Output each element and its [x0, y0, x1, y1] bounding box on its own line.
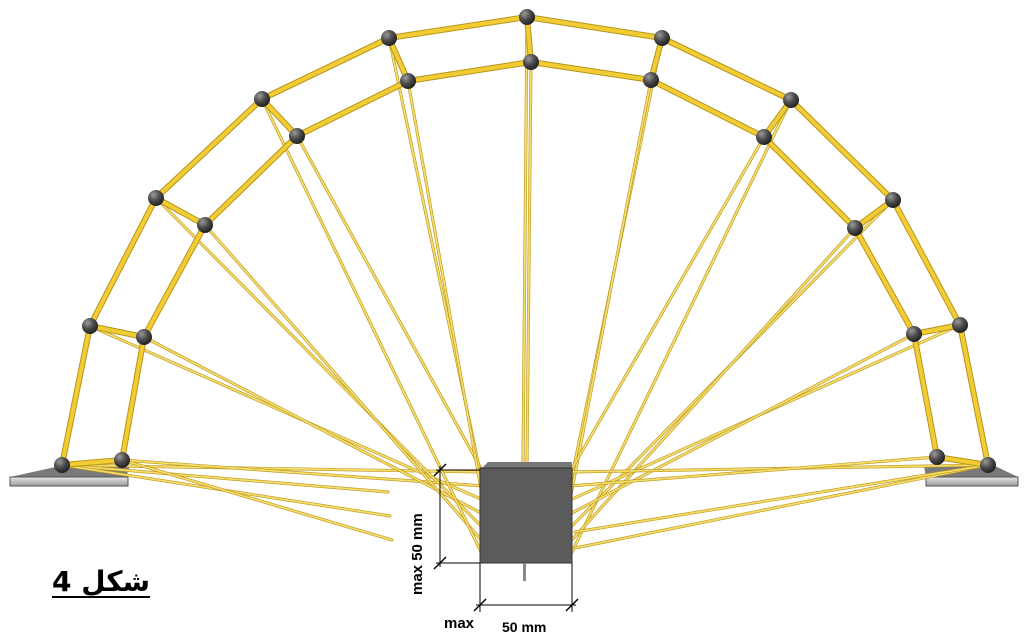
strut	[60, 458, 124, 467]
strut	[154, 196, 207, 227]
wire	[574, 464, 989, 533]
strut	[912, 332, 939, 459]
strut	[88, 196, 158, 328]
strut	[154, 97, 264, 200]
strut	[203, 134, 299, 227]
joint-node	[885, 192, 901, 208]
joint-node	[519, 9, 535, 25]
joint-node	[148, 190, 164, 206]
joint-node	[289, 128, 305, 144]
joint-node	[254, 91, 270, 107]
joint-node	[54, 457, 70, 473]
joint-node	[381, 30, 397, 46]
dimension-horizontal: max 50 mm	[444, 563, 579, 635]
joint-node	[197, 217, 213, 233]
wire	[526, 61, 532, 463]
joint-node	[82, 318, 98, 334]
strut	[853, 226, 916, 336]
strut	[649, 78, 766, 139]
joint-node	[980, 457, 996, 473]
wire	[569, 136, 765, 473]
wire	[569, 456, 938, 487]
strut	[88, 324, 146, 339]
figure-caption: شكل 4	[52, 565, 151, 598]
strut	[120, 335, 146, 462]
wire	[569, 99, 792, 557]
strut	[387, 15, 529, 40]
strut	[935, 455, 990, 467]
joint-nodes	[54, 9, 996, 473]
strut	[762, 135, 857, 230]
suspension-wires	[60, 15, 990, 558]
joint-node	[783, 92, 799, 108]
joint-node	[929, 449, 945, 465]
strut	[60, 324, 92, 467]
load-block	[479, 462, 573, 581]
wire	[121, 459, 393, 541]
wire	[569, 79, 652, 501]
strut	[525, 15, 664, 40]
dim-horizontal-max: max	[444, 615, 475, 632]
block-stem	[523, 563, 526, 581]
joint-node	[643, 72, 659, 88]
strut	[406, 60, 533, 83]
strut	[660, 36, 793, 102]
joint-node	[952, 317, 968, 333]
strut	[142, 223, 207, 339]
dim-vertical-label: max 50 mm	[409, 513, 426, 595]
wire	[155, 197, 484, 529]
wire	[204, 224, 484, 543]
joint-node	[523, 54, 539, 70]
wire	[574, 464, 989, 549]
joint-node	[654, 30, 670, 46]
joint-node	[400, 73, 416, 89]
wire	[61, 464, 484, 473]
wire	[296, 135, 484, 473]
strut	[295, 79, 410, 138]
strut	[891, 198, 962, 327]
joint-node	[756, 129, 772, 145]
wire	[407, 80, 484, 501]
joint-node	[114, 452, 130, 468]
joint-node	[906, 326, 922, 342]
joint-node	[136, 329, 152, 345]
wire	[61, 464, 389, 493]
wire	[522, 16, 528, 463]
wire	[261, 98, 484, 557]
joint-node	[847, 220, 863, 236]
dimension-vertical: max 50 mm	[409, 463, 480, 595]
dim-horizontal-value: 50 mm	[502, 619, 546, 635]
strut	[260, 97, 299, 138]
strut	[260, 36, 391, 101]
strut	[789, 98, 895, 202]
strut	[958, 323, 990, 467]
wire	[569, 333, 915, 515]
strut	[529, 60, 653, 82]
wire	[143, 336, 484, 515]
